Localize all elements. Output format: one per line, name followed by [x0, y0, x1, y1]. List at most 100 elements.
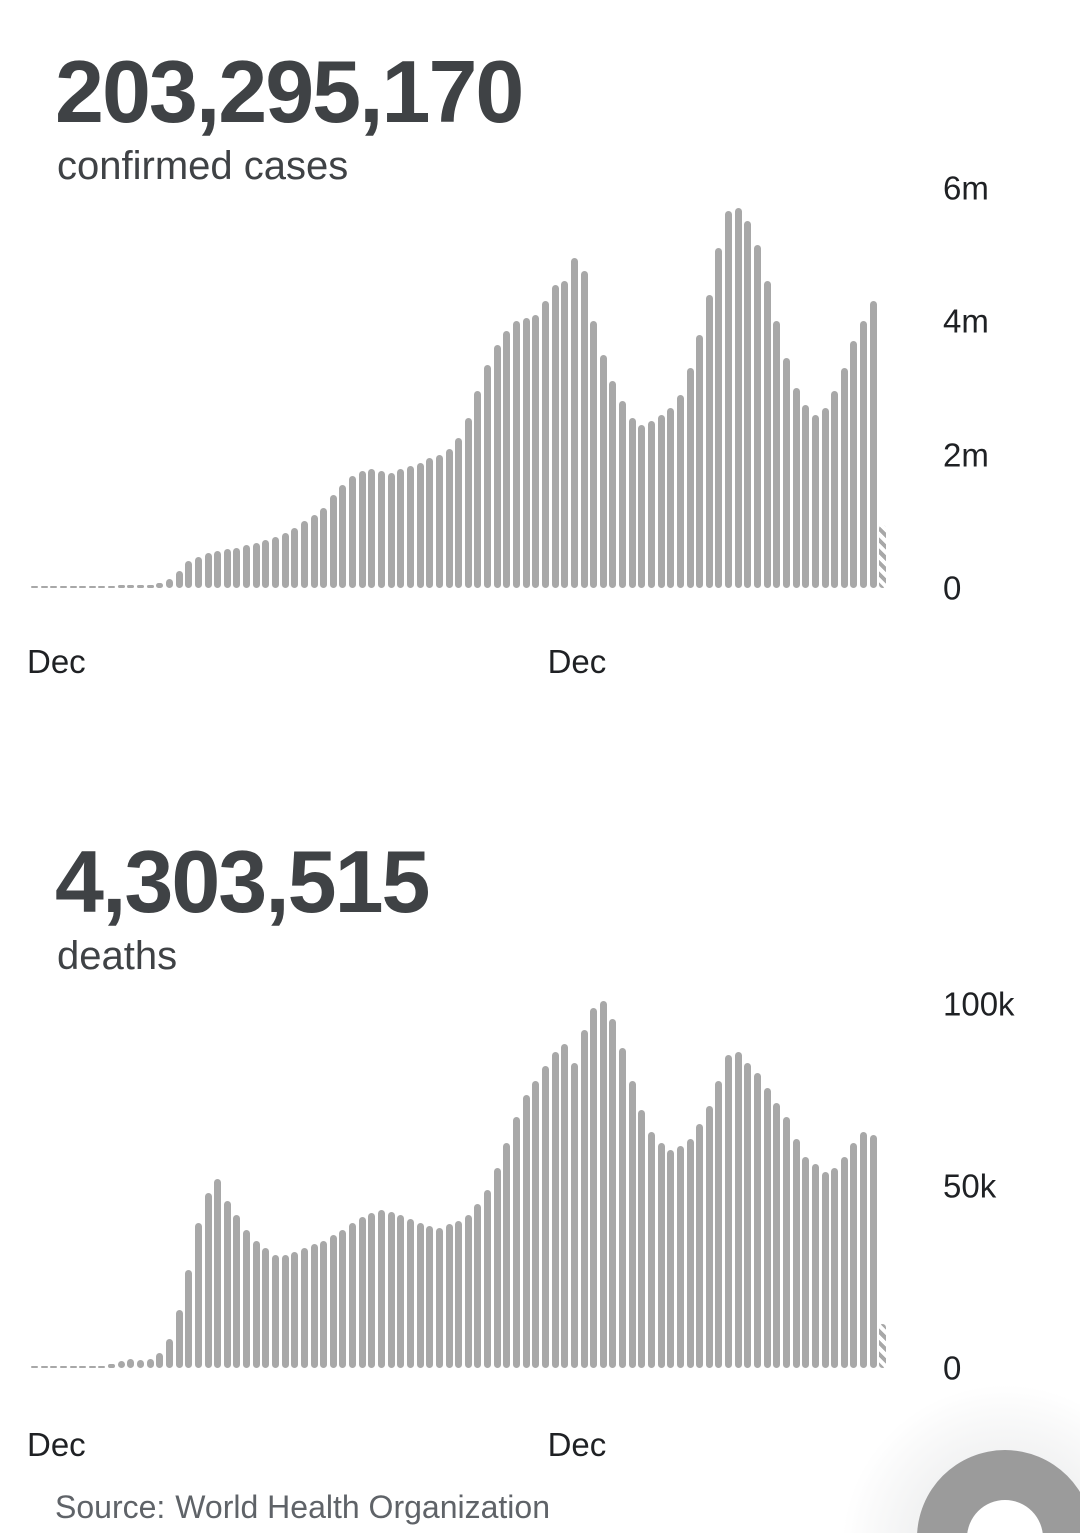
deaths-bar-week-59[interactable] [590, 1008, 598, 1368]
cases-bar-week-34[interactable] [349, 476, 357, 588]
cases-bar-week-68[interactable] [676, 394, 684, 588]
cases-bar-week-25[interactable] [262, 540, 270, 588]
deaths-bar-week-35[interactable] [358, 1217, 366, 1368]
cases-bar-week-45[interactable] [455, 438, 463, 588]
deaths-bar-week-21[interactable] [223, 1200, 231, 1368]
cases-bar-week-15[interactable] [165, 579, 173, 588]
cases-bar-week-3[interactable] [50, 586, 58, 588]
cases-bar-week-54[interactable] [541, 301, 549, 588]
cases-bar-week-24[interactable] [252, 542, 260, 588]
cases-bar-week-43[interactable] [435, 454, 443, 588]
deaths-bar-week-70[interactable] [696, 1124, 704, 1368]
cases-bar-week-1[interactable] [31, 586, 38, 588]
cases-bar-week-2[interactable] [40, 586, 48, 588]
deaths-bar-week-33[interactable] [339, 1229, 347, 1368]
deaths-bar-week-6[interactable] [79, 1366, 87, 1368]
cases-bar-week-4[interactable] [59, 586, 67, 588]
cases-bar-week-11[interactable] [127, 585, 135, 588]
cases-bar-week-28[interactable] [291, 528, 299, 588]
cases-bar-week-7[interactable] [88, 586, 96, 588]
cases-bar-week-20[interactable] [214, 550, 222, 588]
deaths-bar-week-43[interactable] [435, 1228, 443, 1368]
deaths-bar-week-69[interactable] [686, 1138, 694, 1368]
cases-bar-week-60[interactable] [599, 354, 607, 588]
cases-bar-week-49[interactable] [493, 344, 501, 588]
deaths-bar-week-89[interactable] [879, 1324, 887, 1368]
cases-bar-week-46[interactable] [464, 418, 472, 588]
deaths-bar-week-88[interactable] [869, 1135, 877, 1368]
cases-bar-week-88[interactable] [869, 301, 877, 588]
cases-bar-week-59[interactable] [590, 321, 598, 588]
cases-bar-week-73[interactable] [725, 211, 733, 588]
deaths-bar-week-11[interactable] [127, 1358, 135, 1368]
cases-bar-week-36[interactable] [368, 469, 376, 588]
cases-bar-week-9[interactable] [108, 586, 116, 588]
deaths-bar-week-26[interactable] [272, 1255, 279, 1368]
deaths-bar-week-45[interactable] [455, 1220, 463, 1368]
cases-bar-week-39[interactable] [397, 469, 405, 588]
cases-bar-week-55[interactable] [551, 284, 559, 588]
deaths-bar-week-62[interactable] [619, 1048, 627, 1368]
deaths-bar-week-12[interactable] [137, 1360, 145, 1368]
cases-bar-week-52[interactable] [522, 318, 530, 588]
cases-bar-week-84[interactable] [831, 391, 839, 588]
cases-bar-week-14[interactable] [156, 583, 164, 588]
cases-bar-week-53[interactable] [532, 314, 540, 588]
deaths-bar-week-1[interactable] [31, 1366, 38, 1368]
deaths-bar-week-81[interactable] [802, 1157, 810, 1368]
cases-bar-week-26[interactable] [272, 537, 279, 588]
deaths-bar-week-16[interactable] [175, 1309, 183, 1368]
deaths-bar-week-65[interactable] [647, 1131, 655, 1368]
deaths-bar-week-29[interactable] [300, 1248, 308, 1368]
deaths-bar-week-36[interactable] [368, 1213, 376, 1368]
deaths-bar-week-24[interactable] [252, 1240, 260, 1368]
deaths-bar-week-51[interactable] [513, 1117, 521, 1368]
cases-bar-week-12[interactable] [137, 585, 145, 588]
deaths-bar-week-14[interactable] [156, 1353, 164, 1368]
cases-bar-week-27[interactable] [281, 533, 289, 588]
deaths-bar-week-66[interactable] [657, 1142, 665, 1368]
cases-bar-week-33[interactable] [339, 484, 347, 588]
cases-bar-week-63[interactable] [628, 418, 636, 588]
cases-bar-week-8[interactable] [98, 586, 106, 588]
cases-bar-week-42[interactable] [426, 458, 434, 588]
deaths-bar-week-58[interactable] [580, 1029, 588, 1368]
deaths-bar-week-83[interactable] [821, 1171, 829, 1368]
deaths-bar-week-55[interactable] [551, 1051, 559, 1368]
deaths-bar-week-82[interactable] [811, 1164, 819, 1368]
deaths-bar-week-7[interactable] [88, 1366, 96, 1368]
cases-bar-week-71[interactable] [705, 294, 713, 588]
cases-bar-week-87[interactable] [860, 321, 868, 588]
deaths-bar-week-53[interactable] [532, 1080, 540, 1368]
cases-bar-week-72[interactable] [715, 248, 723, 588]
deaths-bar-week-71[interactable] [705, 1106, 713, 1368]
deaths-bar-week-15[interactable] [165, 1338, 173, 1368]
deaths-bar-week-34[interactable] [349, 1222, 357, 1368]
cases-bar-week-69[interactable] [686, 368, 694, 588]
deaths-bar-week-85[interactable] [840, 1157, 848, 1368]
deaths-bar-week-38[interactable] [387, 1211, 395, 1368]
cases-bar-week-41[interactable] [416, 462, 424, 588]
deaths-bar-week-23[interactable] [243, 1229, 251, 1368]
deaths-bar-week-56[interactable] [561, 1044, 569, 1368]
deaths-bar-week-46[interactable] [464, 1215, 472, 1368]
cases-bar-week-66[interactable] [657, 414, 665, 588]
deaths-bar-week-5[interactable] [69, 1366, 77, 1368]
deaths-bar-week-8[interactable] [98, 1366, 106, 1368]
cases-bar-week-13[interactable] [146, 585, 154, 588]
cases-bar-week-64[interactable] [638, 424, 646, 588]
cases-bar-week-23[interactable] [243, 545, 251, 588]
cases-bar-week-86[interactable] [850, 341, 858, 588]
deaths-bar-week-50[interactable] [503, 1142, 511, 1368]
cases-bar-week-6[interactable] [79, 586, 87, 588]
deaths-bar-week-54[interactable] [541, 1066, 549, 1368]
deaths-bar-week-27[interactable] [281, 1255, 289, 1368]
deaths-bar-week-28[interactable] [291, 1251, 299, 1368]
cases-bar-week-89[interactable] [879, 524, 887, 588]
deaths-bar-week-57[interactable] [570, 1062, 578, 1368]
deaths-bar-week-4[interactable] [59, 1366, 67, 1368]
cases-bar-week-85[interactable] [840, 368, 848, 588]
cases-bar-week-17[interactable] [185, 561, 193, 588]
deaths-bar-week-48[interactable] [484, 1189, 492, 1368]
cases-bar-week-65[interactable] [647, 421, 655, 588]
